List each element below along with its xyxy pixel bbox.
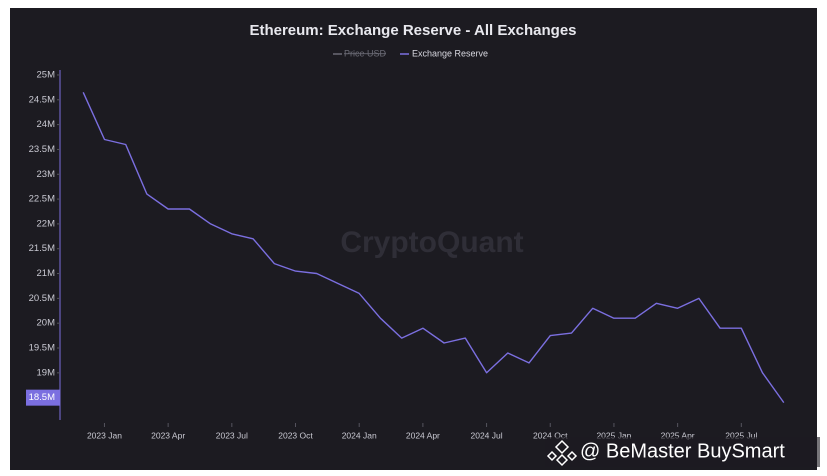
y-tick-label: 19M bbox=[37, 367, 56, 378]
x-tick-label: 2023 Apr bbox=[151, 430, 185, 440]
y-tick-label: 20.5M bbox=[29, 293, 55, 304]
y-tick-label: 21.5M bbox=[29, 243, 55, 254]
y-tick-label: 21M bbox=[37, 268, 56, 279]
x-tick-label: 2024 Apr bbox=[406, 430, 440, 440]
y-tick-label: 18.5M bbox=[29, 392, 55, 403]
x-tick-label: 2024 Oct bbox=[533, 430, 568, 440]
y-tick-label: 24.5M bbox=[29, 94, 55, 105]
credit-logo bbox=[546, 439, 578, 467]
chart-title: Ethereum: Exchange Reserve - All Exchang… bbox=[249, 22, 576, 39]
x-tick-label: 2023 Jul bbox=[216, 430, 248, 440]
credit-bg bbox=[545, 437, 820, 467]
y-tick-label: 22.5M bbox=[29, 194, 55, 205]
y-tick-label: 24M bbox=[37, 119, 56, 130]
panel bbox=[10, 8, 817, 470]
y-tick-label: 19.5M bbox=[29, 343, 55, 354]
x-tick-label: 2023 Jan bbox=[87, 430, 122, 440]
x-tick-label: 2025 Jul bbox=[725, 430, 757, 440]
line-series bbox=[82, 92, 785, 404]
y-highlight bbox=[26, 389, 60, 406]
legend-label[interactable]: Exchange Reserve bbox=[412, 48, 488, 58]
x-tick-label: 2023 Oct bbox=[278, 430, 313, 440]
watermark: CryptoQuant bbox=[340, 226, 523, 259]
credit: @ BeMaster BuySmart bbox=[580, 440, 785, 462]
y-tick-label: 22M bbox=[37, 218, 56, 229]
x-tick-label: 2024 Jul bbox=[471, 430, 503, 440]
x-tick-label: 2025 Jan bbox=[596, 430, 631, 440]
y-tick-label: 25M bbox=[37, 69, 56, 80]
y-tick-label: 20M bbox=[37, 318, 56, 329]
legend-label[interactable]: Price USD bbox=[344, 48, 387, 58]
y-tick-label: 23.5M bbox=[29, 144, 55, 155]
x-tick-label: 2025 Apr bbox=[661, 430, 695, 440]
y-tick-label: 23M bbox=[37, 169, 56, 180]
x-tick-label: 2024 Jan bbox=[342, 430, 377, 440]
